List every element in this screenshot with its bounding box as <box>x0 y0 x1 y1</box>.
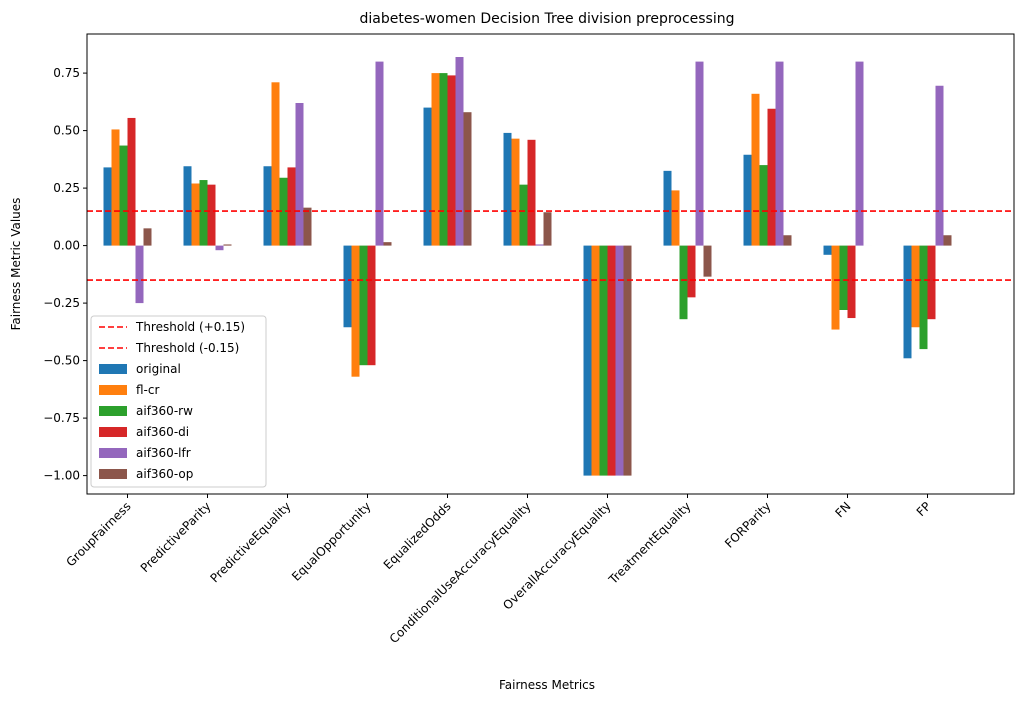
bar-original-forparity <box>744 155 752 246</box>
x-axis-label: Fairness Metrics <box>499 678 595 692</box>
bar-aif360-rw-conditionaluseaccuracyequality <box>520 185 528 246</box>
bar-fl-cr-forparity <box>752 94 760 246</box>
bar-original-predictiveparity <box>184 166 192 245</box>
bar-aif360-lfr-treatmentequality <box>696 62 704 246</box>
legend-label-threshold-0-15: Threshold (-0.15) <box>135 341 239 355</box>
bar-aif360-rw-predictiveparity <box>200 180 208 246</box>
bar-aif360-rw-fp <box>920 246 928 350</box>
x-tick-label-fn: FN <box>832 499 853 520</box>
bar-fl-cr-predictiveequality <box>272 82 280 245</box>
bar-aif360-rw-fn <box>840 246 848 310</box>
y-axis-ticks: −1.00 −0.75 −0.50 −0.25 0.00 0.25 0.50 0.75 <box>43 66 87 483</box>
chart-title: diabetes-women Decision Tree division pr… <box>360 11 735 27</box>
legend-label-aif360-op: aif360-op <box>136 467 193 481</box>
bar-aif360-lfr-forparity <box>776 62 784 246</box>
bar-original-fn <box>824 246 832 255</box>
bar-aif360-di-groupfairness <box>128 118 136 246</box>
x-tick-label-conditionaluseaccuracyequality: ConditionalUseAccuracyEquality <box>387 499 534 646</box>
x-tick-label-groupfairness: GroupFairness <box>63 499 133 569</box>
x-tick-label-forparity: FORParity <box>722 499 773 550</box>
bar-aif360-lfr-predictiveparity <box>216 246 224 251</box>
legend: Threshold (+0.15) Threshold (-0.15) origin… <box>91 316 266 487</box>
bar-original-conditionaluseaccuracyequality <box>504 133 512 246</box>
y-tick-label: 0.75 <box>53 66 80 80</box>
legend-label-original: original <box>136 362 181 376</box>
legend-swatch-aif360-di <box>99 427 127 437</box>
bar-aif360-lfr-equalopportunity <box>376 62 384 246</box>
bar-fl-cr-equalizedodds <box>432 73 440 246</box>
bar-aif360-op-predictiveequality <box>304 208 312 246</box>
legend-swatch-fl-cr <box>99 385 127 395</box>
bar-aif360-di-fp <box>928 246 936 320</box>
bar-fl-cr-fn <box>832 246 840 330</box>
bar-fl-cr-predictiveparity <box>192 184 200 246</box>
bar-original-fp <box>904 246 912 359</box>
x-tick-label-equalopportunity: EqualOpportunity <box>289 499 374 584</box>
bar-original-equalizedodds <box>424 108 432 246</box>
bar-aif360-lfr-groupfairness <box>136 246 144 304</box>
bar-aif360-rw-forparity <box>760 165 768 246</box>
bar-fl-cr-treatmentequality <box>672 190 680 245</box>
legend-label-threshold-0-15: Threshold (+0.15) <box>135 320 245 334</box>
legend-label-aif360-lfr: aif360-lfr <box>136 446 191 460</box>
y-tick-label: −1.00 <box>43 469 80 483</box>
legend-swatch-original <box>99 364 127 374</box>
bar-aif360-lfr-conditionaluseaccuracyequality <box>536 244 544 245</box>
x-tick-label-treatmentequality: TreatmentEquality <box>605 499 693 587</box>
bar-aif360-di-predictiveequality <box>288 167 296 245</box>
bar-aif360-rw-groupfairness <box>120 146 128 246</box>
bar-fl-cr-conditionaluseaccuracyequality <box>512 139 520 246</box>
bar-aif360-di-fn <box>848 246 856 318</box>
bar-fl-cr-fp <box>912 246 920 328</box>
bar-aif360-rw-equalopportunity <box>360 246 368 366</box>
bar-aif360-di-predictiveparity <box>208 185 216 246</box>
bar-aif360-lfr-equalizedodds <box>456 57 464 246</box>
bar-aif360-op-conditionaluseaccuracyequality <box>544 212 552 245</box>
y-tick-label: −0.75 <box>43 411 80 425</box>
legend-label-fl-cr: fl-cr <box>136 383 159 397</box>
bar-original-groupfairness <box>104 167 112 245</box>
bar-aif360-lfr-predictiveequality <box>296 103 304 246</box>
y-tick-label: −0.50 <box>43 354 80 368</box>
y-tick-label: 0.25 <box>53 181 80 195</box>
bar-aif360-op-equalopportunity <box>384 242 392 245</box>
bar-aif360-di-forparity <box>768 109 776 246</box>
bar-aif360-lfr-fn <box>856 62 864 246</box>
y-tick-label: 0.50 <box>53 124 80 138</box>
bar-original-equalopportunity <box>344 246 352 328</box>
bar-aif360-op-predictiveparity <box>224 244 232 245</box>
bar-aif360-op-fp <box>944 235 952 245</box>
x-tick-label-predictiveequality: PredictiveEquality <box>207 499 293 585</box>
x-tick-label-fp: FP <box>914 499 934 519</box>
legend-swatch-aif360-lfr <box>99 448 127 458</box>
bar-aif360-rw-treatmentequality <box>680 246 688 320</box>
legend-label-aif360-di: aif360-di <box>136 425 189 439</box>
x-tick-label-equalizedodds: EqualizedOdds <box>381 499 454 572</box>
bar-original-predictiveequality <box>264 166 272 245</box>
bar-aif360-op-forparity <box>784 235 792 245</box>
legend-swatch-aif360-op <box>99 469 127 479</box>
bar-aif360-op-equalizedodds <box>464 112 472 245</box>
y-tick-label: 0.00 <box>53 239 80 253</box>
bar-aif360-op-treatmentequality <box>704 246 712 277</box>
bar-aif360-lfr-fp <box>936 86 944 246</box>
bar-fl-cr-equalopportunity <box>352 246 360 377</box>
bar-aif360-di-conditionaluseaccuracyequality <box>528 140 536 246</box>
bar-aif360-di-treatmentequality <box>688 246 696 298</box>
bar-original-treatmentequality <box>664 171 672 246</box>
legend-label-aif360-rw: aif360-rw <box>136 404 193 418</box>
bar-aif360-di-equalizedodds <box>448 75 456 245</box>
bar-aif360-di-equalopportunity <box>368 246 376 366</box>
bar-aif360-rw-equalizedodds <box>440 73 448 246</box>
bar-fl-cr-groupfairness <box>112 129 120 245</box>
y-axis-label: Fairness Metric Values <box>9 198 23 331</box>
y-tick-label: −0.25 <box>43 296 80 310</box>
legend-swatch-aif360-rw <box>99 406 127 416</box>
x-tick-label-predictiveparity: PredictiveParity <box>138 499 214 575</box>
bar-aif360-op-groupfairness <box>144 228 152 245</box>
